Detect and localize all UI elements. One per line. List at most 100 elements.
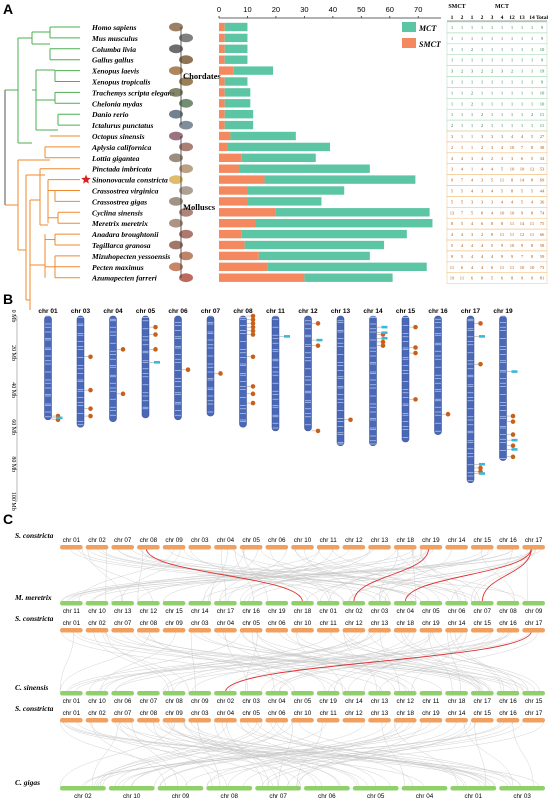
synteny-link bbox=[295, 720, 472, 788]
chr-bar-bottom bbox=[60, 786, 106, 791]
synteny-link bbox=[171, 720, 339, 788]
x-tick-label: 30 bbox=[300, 5, 308, 14]
table-cell: 1 bbox=[531, 123, 534, 128]
chr-bar-top bbox=[188, 545, 212, 550]
bar-smct bbox=[219, 131, 231, 141]
synteny-link bbox=[243, 720, 457, 788]
smct-gene-marker bbox=[88, 413, 93, 419]
bar-mct bbox=[224, 88, 251, 97]
chr-label-bottom: chr 18 bbox=[294, 608, 312, 615]
table-cell: 44 bbox=[540, 189, 545, 194]
chromosome-body bbox=[239, 315, 247, 428]
chr-bar-bottom bbox=[188, 601, 212, 606]
table-cell: 8 bbox=[531, 210, 534, 215]
panel-label-c: C bbox=[3, 511, 13, 527]
smct-gene-marker bbox=[250, 384, 256, 389]
chromosome-label: chr 06 bbox=[168, 308, 188, 315]
smct-gene-marker bbox=[478, 361, 483, 367]
table-cell: 3 bbox=[501, 156, 504, 161]
species-image-icon bbox=[169, 197, 183, 206]
mct-gene-marker bbox=[511, 438, 518, 442]
bar-smct bbox=[219, 197, 248, 206]
bar-mct bbox=[304, 273, 393, 282]
table-cell: 3 bbox=[481, 189, 484, 194]
chromosome: chr 15 bbox=[396, 308, 418, 443]
chr-bar-bottom bbox=[496, 601, 520, 606]
chr-label-top: chr 06 bbox=[268, 620, 286, 627]
synteny-link bbox=[278, 720, 294, 788]
table-cell: 3 bbox=[481, 199, 484, 204]
chr-bar-bottom bbox=[162, 691, 186, 696]
table-cell: 1 bbox=[511, 90, 514, 95]
chr-bar-bottom bbox=[470, 601, 494, 606]
chr-label-top: chr 10 bbox=[294, 537, 312, 544]
chr-label-bottom: chr 06 bbox=[448, 608, 466, 615]
table-column-header: 1 bbox=[471, 15, 474, 21]
table-cell: 1 bbox=[501, 80, 504, 85]
chr-label-top: chr 08 bbox=[140, 620, 158, 627]
table-cell: 74 bbox=[540, 210, 545, 215]
species-label: Meretrix meretrix bbox=[91, 219, 148, 228]
table-cell: 11 bbox=[450, 265, 455, 270]
chromosome-label: chr 07 bbox=[201, 308, 221, 315]
chr-bar-top bbox=[368, 628, 391, 633]
table-cell: 6 bbox=[521, 156, 524, 161]
synteny-link bbox=[200, 630, 482, 693]
chromosome-body bbox=[109, 315, 117, 422]
species-label: Xenopus laevis bbox=[91, 67, 139, 76]
table-cell: 1 bbox=[461, 90, 464, 95]
table-cell: 2 bbox=[451, 145, 454, 150]
bar-smct bbox=[219, 262, 268, 271]
chromosome-body bbox=[466, 315, 475, 484]
chr-bar-bottom bbox=[342, 601, 366, 606]
synteny-link bbox=[227, 720, 398, 788]
synteny-link bbox=[317, 547, 440, 603]
chr-label-top: chr 09 bbox=[165, 710, 183, 717]
chromosome: chr 17 bbox=[461, 308, 485, 484]
bar-mct bbox=[238, 164, 370, 173]
table-cell: 1 bbox=[521, 47, 524, 52]
mb-tick-label: 40 Mb bbox=[10, 382, 16, 398]
chromosome: chr 01 bbox=[38, 308, 63, 423]
table-cell: 2 bbox=[481, 69, 484, 74]
panel-a: Homo sapiens Mus musculus Columba livia Gal… bbox=[4, 4, 548, 310]
species-label: Crassostrea gigas bbox=[92, 197, 147, 206]
smct-gene-marker bbox=[250, 328, 256, 334]
chr-bar-top bbox=[445, 628, 468, 633]
table-cell: 1 bbox=[481, 25, 484, 30]
table-cell: 5 bbox=[531, 134, 534, 139]
chromosome-label: chr 15 bbox=[396, 308, 416, 315]
synteny-link bbox=[88, 630, 241, 693]
synteny-link bbox=[447, 630, 461, 693]
table-cell: 10 bbox=[520, 167, 525, 172]
table-cell: 13 bbox=[450, 210, 455, 215]
synteny-link bbox=[159, 720, 387, 788]
species-image-icon bbox=[169, 22, 183, 32]
chromosome: chr 13 bbox=[331, 308, 353, 446]
chromosome-label: chr 19 bbox=[493, 308, 513, 315]
chr-label-top: chr 05 bbox=[242, 710, 260, 717]
table-cell: 1 bbox=[521, 69, 524, 74]
table-column-header: 2 bbox=[481, 15, 484, 21]
table-column-header: 12 bbox=[509, 15, 515, 21]
chr-bar-top bbox=[368, 545, 391, 550]
mct-gene-marker bbox=[511, 370, 518, 373]
synteny-link bbox=[60, 630, 292, 693]
table-cell: 1 bbox=[521, 123, 524, 128]
chr-bar-bottom bbox=[316, 691, 340, 696]
table-cell: 1 bbox=[501, 101, 504, 106]
table-cell: 9 bbox=[521, 210, 524, 215]
table-cell: 10 bbox=[510, 243, 515, 248]
species-label: Danio rerio bbox=[91, 110, 129, 119]
table-cell: 12 bbox=[530, 167, 535, 172]
chr-label-top: chr 03 bbox=[191, 710, 209, 717]
chr-bar-bottom bbox=[255, 786, 301, 791]
table-cell: 11 bbox=[500, 232, 505, 237]
smct-gene-marker bbox=[348, 417, 353, 423]
synteny-link bbox=[93, 630, 169, 693]
chromosome: chr 16 bbox=[428, 308, 451, 435]
table-cell: 1 bbox=[491, 80, 494, 85]
synteny-link bbox=[114, 720, 302, 788]
synteny-link bbox=[87, 547, 123, 603]
synteny-link bbox=[328, 630, 492, 693]
